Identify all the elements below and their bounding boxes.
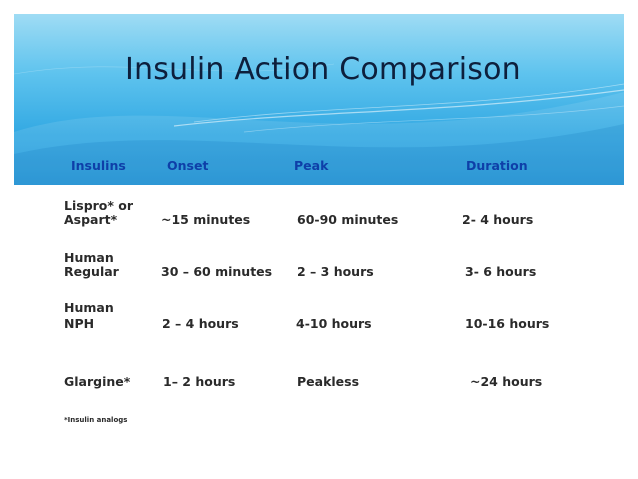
header-duration: Duration [466,158,528,173]
row-4-peak: Peakless [297,374,360,389]
row-2-onset: 30 – 60 minutes [161,264,273,279]
header-peak: Peak [294,158,329,173]
row-1-insulin-line2: Aspart* [64,212,118,227]
row-3-onset: 2 – 4 hours [162,316,239,331]
header-insulins: Insulins [71,158,126,173]
row-1-duration: 2- 4 hours [462,212,534,227]
row-2-peak: 2 – 3 hours [297,264,374,279]
row-2-duration: 3- 6 hours [465,264,537,279]
row-2-insulin-line2: Regular [64,264,119,279]
banner-wave-decoration [14,63,624,185]
row-3-peak: 4-10 hours [296,316,372,331]
row-2-insulin-line1: Human [64,250,114,265]
header-onset: Onset [167,158,209,173]
row-1-insulin-line1: Lispro* or [64,198,134,213]
row-4-onset: 1– 2 hours [163,374,236,389]
row-3-insulin-line2: NPH [64,316,95,331]
page-title: Insulin Action Comparison [125,52,521,87]
row-1-peak: 60-90 minutes [297,212,399,227]
title-banner [14,14,624,185]
row-1-onset: ~15 minutes [161,212,251,227]
row-3-insulin-line1: Human [64,300,114,315]
row-3-duration: 10-16 hours [465,316,550,331]
footnote: *Insulin analogs [64,416,128,424]
row-4-duration: ~24 hours [470,374,543,389]
row-4-insulin: Glargine* [64,374,131,389]
